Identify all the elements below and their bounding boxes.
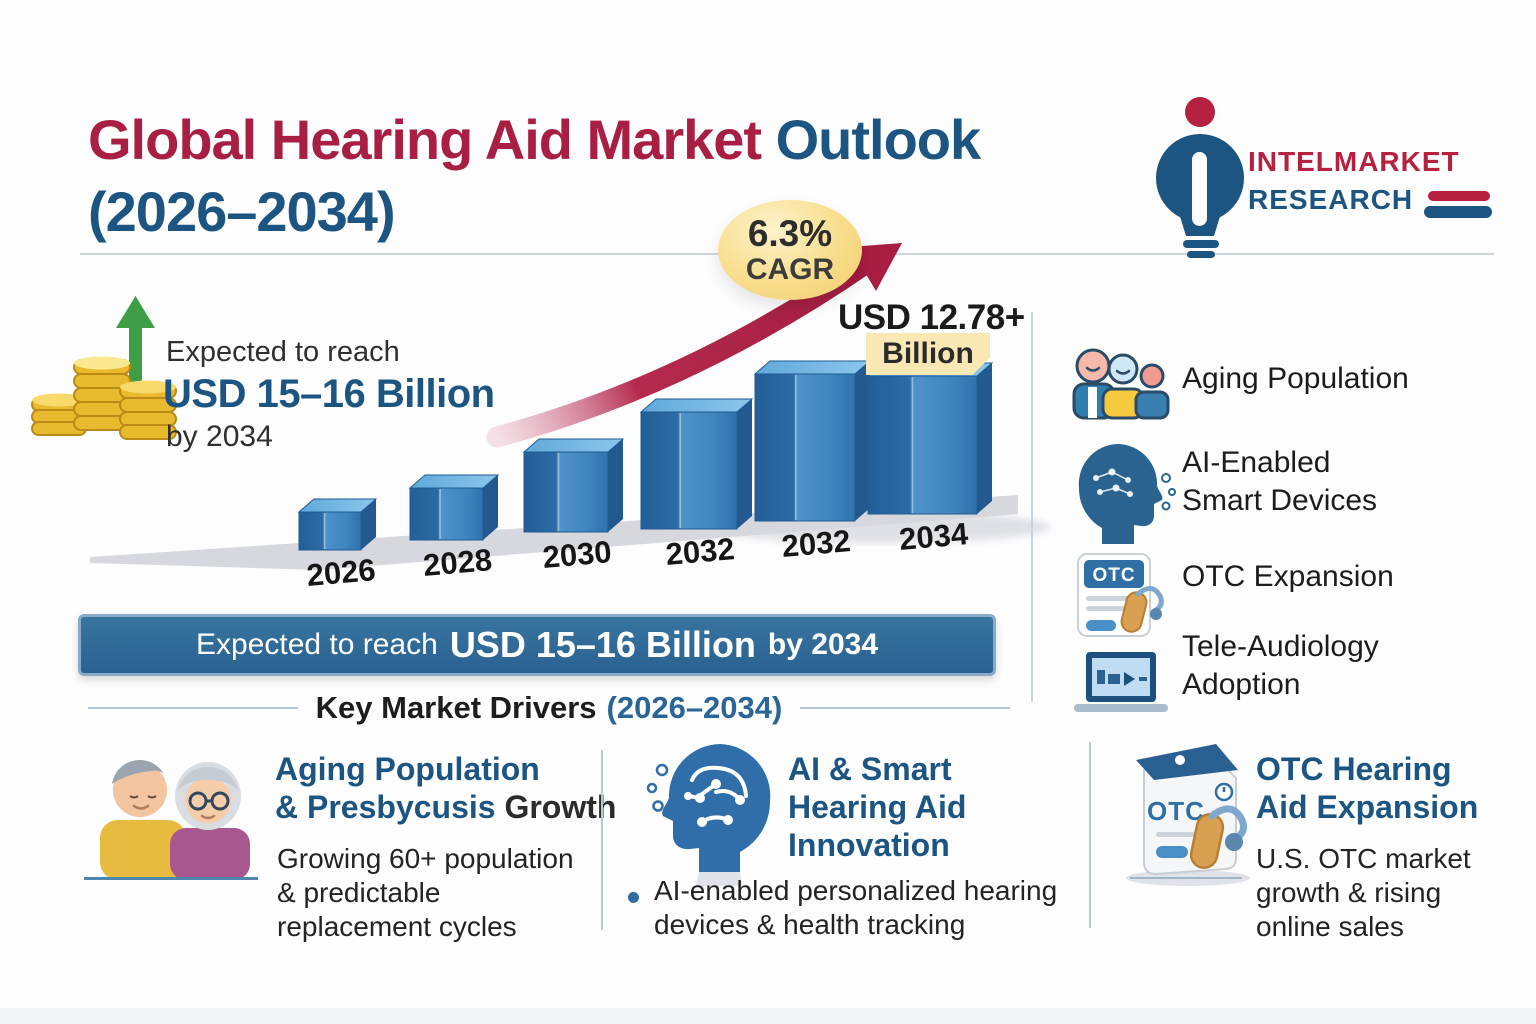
bar-year-label: 2030 — [541, 534, 613, 575]
column3-body-line1: U.S. OTC market — [1256, 843, 1471, 874]
bar-top-face — [639, 398, 754, 413]
bar-year-label: 2032 — [780, 523, 852, 564]
otc-document-badge: OTC — [1092, 565, 1135, 586]
ai-brain-head-illustration — [646, 744, 771, 886]
page-title-line1: Global Hearing Aid Market Outlook — [88, 104, 982, 176]
bar-front-face — [867, 375, 978, 515]
otc-package-badge: OTC — [1147, 796, 1205, 826]
green-up-arrow-icon — [116, 296, 155, 382]
logo-red-bar — [1428, 191, 1490, 201]
column-divider-1 — [601, 750, 603, 930]
coin-stack-left — [31, 393, 87, 436]
column2-heading-line1: AI & Smart — [788, 751, 952, 787]
sidebar-divider — [1031, 312, 1033, 702]
banner-strong: USD 15–16 Billion — [449, 624, 756, 665]
cagr-label: CAGR — [745, 252, 835, 286]
bar-front-face — [298, 511, 362, 551]
column2-body-line1: AI-enabled personalized hearing — [654, 875, 1058, 906]
intelmarket-logo-bulb-icon — [1156, 97, 1244, 258]
column3-body-line2: growth & rising — [1256, 877, 1442, 908]
ai-head-icon — [1078, 444, 1176, 544]
bar-year-label: 2026 — [305, 552, 377, 593]
page-title-blue: Outlook — [775, 108, 982, 171]
cagr-badge: 6.3% CAGR — [718, 200, 862, 300]
column2-heading-line2: Hearing Aid — [788, 789, 967, 825]
heading-range: (2026–2034) — [606, 690, 783, 725]
column1-heading-line1: Aging Population — [275, 751, 540, 787]
page-title-red: Global Hearing Aid Market — [88, 108, 762, 171]
column1-body-line1: Growing 60+ population — [277, 843, 574, 874]
bar-year-label: 2028 — [422, 542, 494, 583]
heading-left-rule — [88, 707, 298, 709]
sidebar-item-otc-expansion: OTC Expansion — [1182, 560, 1394, 593]
heading-main: Key Market Drivers — [315, 690, 597, 725]
bar-top-face — [753, 360, 872, 375]
people-group-icon — [1072, 348, 1170, 420]
column3-body-line3: online sales — [1256, 911, 1404, 942]
package-underline — [1130, 877, 1242, 879]
couple-underline — [84, 877, 258, 880]
logo-blue-bar — [1424, 206, 1492, 218]
otc-document-icon: OTC — [1077, 553, 1164, 637]
column1-heading-line2: & Presbycusis Growth — [275, 788, 616, 826]
column1-body-line3: replacement cycles — [277, 911, 517, 942]
reach-text-line3: by 2034 — [166, 420, 273, 453]
reach-text-value: USD 15–16 Billion — [163, 372, 495, 416]
banner-suffix: by 2034 — [767, 628, 879, 661]
column1-heading-dark: Growth — [504, 789, 617, 825]
market-growth-bar-chart: 2026 2028 2030 2032 2032 2034 — [90, 243, 1050, 593]
bullet-dot-icon — [628, 892, 639, 903]
end-value-tag: Billion — [866, 333, 990, 375]
bar-front-face — [640, 411, 738, 530]
column3-heading-line2: Aid Expansion — [1256, 789, 1479, 825]
bar-year-label: 2032 — [664, 531, 736, 572]
elderly-couple-illustration — [100, 759, 250, 880]
bar-year-label: 2034 — [898, 516, 971, 557]
bar-top-face — [408, 474, 500, 489]
otc-package-illustration: OTC — [1126, 744, 1250, 886]
sidebar-item-ai-enabled-line2: Smart Devices — [1182, 484, 1378, 517]
cagr-value: 6.3% — [747, 212, 833, 254]
coin-stack-right — [119, 380, 177, 440]
column1-heading-blue: & Presbycusis — [275, 789, 496, 825]
sidebar-item-tele-audiology-line1: Tele-Audiology — [1182, 630, 1379, 663]
sidebar-item-ai-enabled-line1: AI-Enabled — [1182, 446, 1331, 479]
sidebar-item-aging-population: Aging Population — [1182, 362, 1409, 395]
logo-text-intelmarket: INTELMARKET — [1248, 146, 1460, 177]
sidebar-item-tele-audiology-line2: Adoption — [1182, 668, 1301, 701]
laptop-icon — [1074, 652, 1168, 712]
column3-heading-line1: OTC Hearing — [1256, 751, 1452, 787]
heading-text: Key Market Drivers (2026–2034) — [316, 690, 783, 726]
coins-growth-icon — [31, 296, 177, 440]
key-drivers-heading: Key Market Drivers (2026–2034) — [88, 690, 1010, 726]
heading-right-rule — [800, 707, 1010, 709]
column2-body-line2: devices & health tracking — [654, 909, 966, 940]
logo-text-research: RESEARCH — [1248, 184, 1414, 215]
page-title-line2: (2026–2034) — [88, 180, 396, 243]
bar-top-face — [522, 438, 625, 453]
reach-banner: Expected to reach USD 15–16 Billion by 2… — [78, 614, 996, 676]
banner-prefix: Expected to reach — [195, 628, 438, 661]
reach-text-line1: Expected to reach — [166, 336, 400, 368]
column2-heading-line3: Innovation — [788, 827, 950, 863]
bar-front-face — [523, 451, 609, 533]
page-title: Global Hearing Aid Market Outlook (2026–… — [88, 104, 982, 248]
end-value-label: USD 12.78+ — [838, 298, 1025, 337]
bottom-edge-tint — [0, 1008, 1536, 1024]
bar-front-face — [409, 487, 484, 541]
column-divider-2 — [1089, 742, 1091, 928]
column1-body-line2: & predictable — [277, 877, 441, 908]
bar-front-face — [754, 373, 856, 522]
